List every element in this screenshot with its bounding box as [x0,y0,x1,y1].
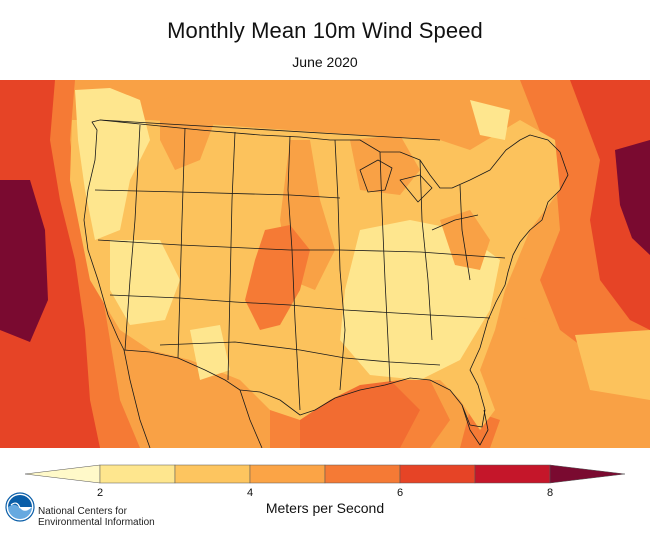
legend-swatch-4 [324,464,401,484]
legend-swatch-6 [474,464,551,484]
great-lakes-band [350,135,420,195]
legend-swatch-0 [24,464,101,484]
legend-swatch-2 [174,464,251,484]
map-title: Monthly Mean 10m Wind Speed [167,18,483,43]
legend-tick-2: 2 [96,487,104,499]
pacific-max [0,180,48,342]
wind-speed-map [0,80,650,448]
map-subtitle: June 2020 [292,54,358,70]
legend-tick-6: 6 [396,487,404,499]
legend-swatch-3 [249,464,326,484]
northwest-light [75,88,150,240]
atlantic-band-2 [570,80,650,330]
legend-tick-8: 8 [546,487,554,499]
atlantic-south-light [575,330,650,400]
state-boundaries [83,119,569,448]
legend-swatch-7 [549,464,626,484]
color-legend [24,464,626,484]
legend-swatch-5 [399,464,476,484]
legend-tick-4: 4 [246,487,254,499]
montana-band [160,90,215,170]
pacific-band-2 [0,80,100,448]
atlantic-south [470,310,650,448]
legend-swatch-1 [99,464,176,484]
legend-units-label: Meters per Second [265,500,385,516]
southwest-light [190,325,230,380]
ontario-light [470,100,510,140]
organization-line-1: National Centers for [38,506,127,517]
organization-line-2: Environmental Information [38,517,155,528]
noaa-logo [5,492,35,522]
appalachian-band [440,210,490,270]
organization-name: National Centers for Environmental Infor… [38,506,155,528]
great-basin-light [110,240,180,325]
atlantic-max [615,140,650,255]
